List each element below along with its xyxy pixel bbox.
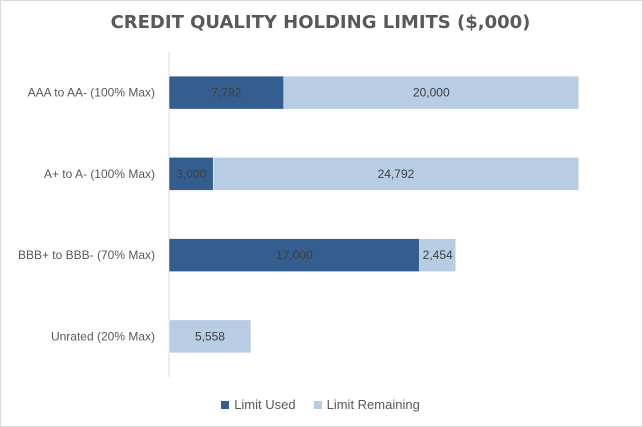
category-label: BBB+ to BBB- (70% Max) <box>18 248 155 262</box>
legend-label-limit-used: Limit Used <box>234 397 296 412</box>
category-label: Unrated (20% Max) <box>51 329 155 343</box>
data-label: 5,558 <box>195 329 225 343</box>
bar-segment <box>168 157 214 191</box>
legend-label-limit-remaining: Limit Remaining <box>326 397 420 412</box>
data-label: 3,000 <box>176 167 206 181</box>
data-label: 17,000 <box>276 248 313 262</box>
legend-item-limit-used: Limit Used <box>221 397 296 412</box>
bar-segment <box>283 75 579 110</box>
legend: Limit Used Limit Remaining <box>0 397 641 412</box>
category-label: A+ to A- (100% Max) <box>44 167 155 181</box>
data-label: 24,792 <box>378 167 415 181</box>
legend-swatch-limit-remaining <box>313 400 322 409</box>
bar-segment <box>168 75 285 110</box>
data-label: 7,792 <box>211 86 241 100</box>
bar-segment <box>419 238 457 272</box>
legend-item-limit-remaining: Limit Remaining <box>313 397 420 412</box>
category-label: AAA to AA- (100% Max) <box>28 86 155 100</box>
bar-segment <box>168 238 420 272</box>
data-label: 2,454 <box>423 248 453 262</box>
legend-swatch-limit-used <box>221 400 230 409</box>
bar-segment <box>212 157 579 191</box>
data-label: 20,000 <box>413 86 450 100</box>
bar-segment <box>168 319 252 354</box>
chart-title: CREDIT QUALITY HOLDING LIMITS ($,000) <box>110 12 531 33</box>
